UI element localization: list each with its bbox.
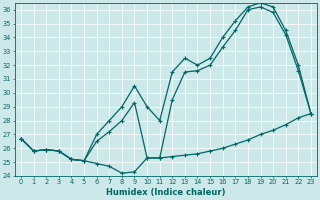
X-axis label: Humidex (Indice chaleur): Humidex (Indice chaleur) [106,188,226,197]
